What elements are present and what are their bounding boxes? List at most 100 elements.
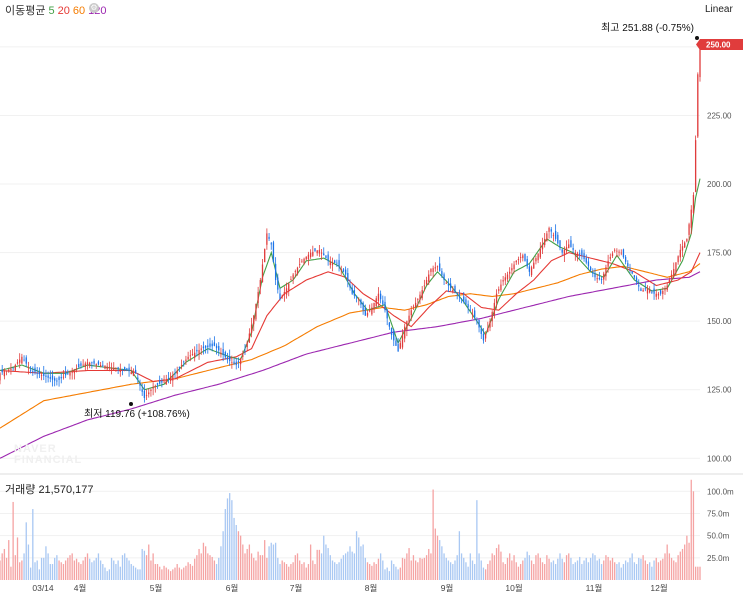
candle-body (84, 363, 86, 368)
volume-bar (535, 555, 537, 580)
candle-body (75, 368, 78, 369)
candle-body (655, 293, 657, 297)
volume-bar (653, 560, 655, 580)
volume-bar (75, 558, 78, 580)
candle-body (325, 255, 327, 259)
candle-body (51, 375, 54, 380)
candle-body (353, 290, 356, 296)
volume-bar (277, 557, 279, 580)
candle-body (290, 279, 292, 280)
volume-bar (95, 557, 97, 580)
volume-bar (16, 537, 19, 580)
volume-bar (504, 564, 506, 580)
volume-bar (657, 562, 660, 580)
volume-bar (351, 551, 353, 580)
volume-bar (482, 567, 485, 580)
candle-body (646, 288, 649, 294)
candle-body (406, 321, 408, 331)
volume-bar (218, 557, 220, 580)
volume-bar (222, 531, 224, 580)
volume-bar (548, 558, 550, 580)
candle-body (504, 277, 506, 281)
candle-body (23, 359, 25, 361)
volume-bar (257, 551, 259, 580)
candle-body (552, 235, 555, 237)
candle-body (0, 373, 1, 381)
volume-bar (480, 560, 482, 580)
candle-body (277, 277, 279, 290)
volume-bar (71, 553, 73, 580)
volume-bar (633, 562, 636, 580)
volume-bar (434, 528, 436, 580)
volume-bar (353, 553, 356, 580)
volume-bar (198, 548, 200, 580)
candle-body (355, 295, 358, 298)
candle-body (71, 370, 73, 373)
volume-bar (270, 542, 272, 580)
candle-body (272, 242, 275, 263)
candle-body (163, 381, 165, 383)
volume-bar (128, 560, 130, 580)
volume-bar (165, 567, 167, 580)
volume-bar (659, 560, 662, 580)
volume-bar (581, 564, 583, 580)
volume-bar (375, 564, 377, 580)
candle-body (316, 250, 318, 254)
candle-body (583, 253, 585, 259)
date-tick-label: 03/14 (32, 583, 54, 593)
volume-bar (294, 555, 296, 580)
volume-bar (124, 553, 126, 580)
candle-body (104, 365, 106, 369)
volume-bar (178, 567, 181, 580)
candle-body (467, 303, 469, 308)
volume-bar (338, 562, 340, 580)
volume-bar (102, 564, 104, 580)
volume-bar (587, 562, 590, 580)
price-axis: 100.00 125.00 150.00 175.00 200.00 225.00 250.… (707, 43, 732, 463)
volume-bar (56, 555, 58, 580)
low-annotation: 최저 119.76 (+108.76%) (84, 408, 190, 420)
volume-bar (19, 562, 21, 580)
volume-bar (646, 564, 649, 580)
candle-body (690, 209, 692, 228)
candle-body (563, 249, 566, 256)
volume-bar (478, 553, 480, 580)
price-tick-label: 100.00 (707, 454, 732, 463)
scale-toggle-button[interactable]: Linear (705, 4, 733, 15)
candle-body (452, 290, 454, 292)
volume-bar (445, 557, 447, 580)
volume-bar (666, 544, 668, 580)
candle-body (688, 224, 690, 235)
candle-body (25, 357, 27, 364)
volume-bar (640, 558, 642, 580)
candle-body (439, 263, 441, 271)
candle-body (673, 269, 675, 277)
volume-bar (502, 562, 504, 580)
volume-value: 21,570,177 (38, 484, 94, 496)
candle-body (121, 368, 124, 370)
candle-body (259, 280, 261, 288)
volume-bar (327, 548, 329, 580)
candle-body (633, 275, 636, 278)
volume-bar (34, 562, 36, 580)
candle-body (401, 334, 404, 348)
candle-body (404, 326, 406, 339)
candle-body (535, 258, 537, 262)
volume-bar (366, 562, 369, 580)
candle-body (423, 285, 426, 287)
volume-bar (150, 560, 152, 580)
candle-body (21, 356, 23, 364)
volume-bar (544, 564, 546, 580)
gear-icon[interactable]: ⚙ (89, 3, 99, 13)
date-tick-label: 8월 (365, 583, 378, 593)
candle-body (130, 371, 132, 375)
candle-body (102, 364, 104, 366)
volume-bar (539, 557, 541, 580)
volume-bar (563, 562, 566, 580)
volume-bar (3, 548, 6, 580)
candle-body (371, 307, 373, 315)
candlesticks (0, 41, 701, 403)
volume-bar (495, 548, 498, 580)
volume-bar (320, 553, 323, 580)
